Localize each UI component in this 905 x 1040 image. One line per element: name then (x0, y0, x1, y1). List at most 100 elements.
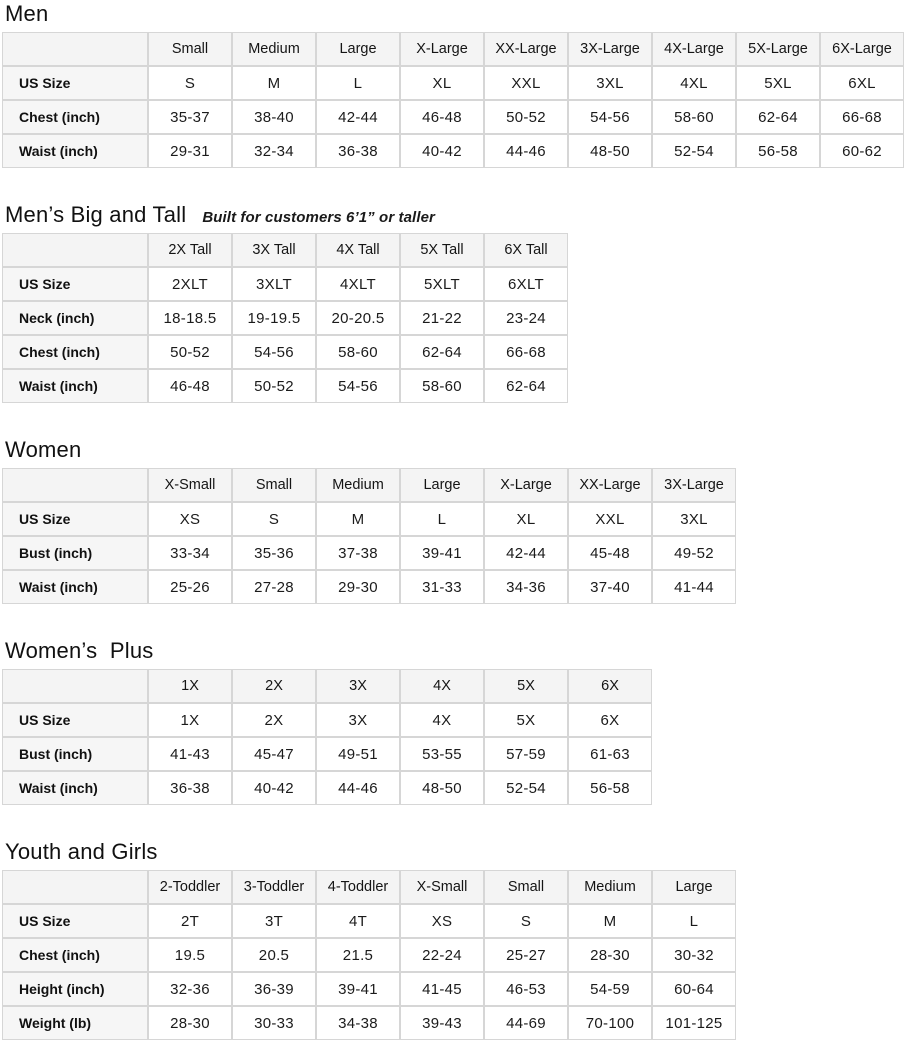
value-cell: 32-34 (232, 134, 316, 168)
value-cell: 53-55 (400, 737, 484, 771)
value-cell: 25-26 (148, 570, 232, 604)
value-cell: 2T (148, 904, 232, 938)
value-cell: 3XL (568, 66, 652, 100)
value-cell: XS (148, 502, 232, 536)
value-cell: 49-52 (652, 536, 736, 570)
section-title-women: Women (5, 437, 82, 462)
value-cell: 31-33 (400, 570, 484, 604)
value-cell: 37-38 (316, 536, 400, 570)
value-cell: 22-24 (400, 938, 484, 972)
value-cell: 21-22 (400, 301, 484, 335)
value-cell: 61-63 (568, 737, 652, 771)
column-header: Small (148, 32, 232, 66)
column-header: 4X Tall (316, 233, 400, 267)
size-table-mens-big-and-tall: 2X Tall 3X Tall 4X Tall 5X Tall 6X Tall US Si… (2, 233, 568, 403)
table-row: Chest (inch) 35-37 38-40 42-44 46-48 50-52 54-… (2, 100, 904, 134)
column-header: 3X (316, 669, 400, 703)
value-cell: 70-100 (568, 1006, 652, 1040)
value-cell: 41-45 (400, 972, 484, 1006)
table-row: Waist (inch) 46-48 50-52 54-56 58-60 62-64 (2, 369, 568, 403)
value-cell: 42-44 (316, 100, 400, 134)
row-label: Bust (inch) (2, 536, 148, 570)
column-header: XX-Large (484, 32, 568, 66)
value-cell: 56-58 (568, 771, 652, 805)
value-cell: S (484, 904, 568, 938)
value-cell: 5XL (736, 66, 820, 100)
row-label: Waist (inch) (2, 369, 148, 403)
row-label: US Size (2, 703, 148, 737)
value-cell: 66-68 (484, 335, 568, 369)
value-cell: 3T (232, 904, 316, 938)
corner-cell (2, 870, 148, 904)
value-cell: 46-48 (148, 369, 232, 403)
corner-cell (2, 233, 148, 267)
section-title-mens-big-and-tall: Men’s Big and Tall (5, 202, 187, 227)
value-cell: 20.5 (232, 938, 316, 972)
section-title-row: Women (5, 438, 905, 462)
value-cell: XL (400, 66, 484, 100)
column-header: Large (316, 32, 400, 66)
value-cell: 6XLT (484, 267, 568, 301)
value-cell: L (652, 904, 736, 938)
column-header: 4-Toddler (316, 870, 400, 904)
value-cell: 39-41 (400, 536, 484, 570)
value-cell: 50-52 (232, 369, 316, 403)
value-cell: 45-48 (568, 536, 652, 570)
value-cell: XS (400, 904, 484, 938)
section-title-row: Men’s Big and Tall Built for customers 6’… (5, 203, 905, 227)
value-cell: S (232, 502, 316, 536)
value-cell: 6X (568, 703, 652, 737)
value-cell: 52-54 (652, 134, 736, 168)
table-row: US Size 2T 3T 4T XS S M L (2, 904, 736, 938)
value-cell: 21.5 (316, 938, 400, 972)
value-cell: 39-43 (400, 1006, 484, 1040)
value-cell: 58-60 (400, 369, 484, 403)
value-cell: 44-46 (484, 134, 568, 168)
table-row: US Size XS S M L XL XXL 3XL (2, 502, 736, 536)
value-cell: 45-47 (232, 737, 316, 771)
table-header-row: 1X 2X 3X 4X 5X 6X (2, 669, 652, 703)
value-cell: S (148, 66, 232, 100)
column-header: 2X (232, 669, 316, 703)
column-header: Medium (568, 870, 652, 904)
value-cell: 37-40 (568, 570, 652, 604)
row-label: Waist (inch) (2, 134, 148, 168)
value-cell: 48-50 (400, 771, 484, 805)
value-cell: 3XLT (232, 267, 316, 301)
value-cell: 54-56 (568, 100, 652, 134)
column-header: Large (400, 468, 484, 502)
value-cell: 62-64 (484, 369, 568, 403)
table-row: Waist (inch) 29-31 32-34 36-38 40-42 44-46 48-… (2, 134, 904, 168)
value-cell: 4XL (652, 66, 736, 100)
value-cell: 3XL (652, 502, 736, 536)
value-cell: 29-31 (148, 134, 232, 168)
value-cell: 28-30 (148, 1006, 232, 1040)
section-title-row: Women’s Plus (5, 639, 905, 663)
value-cell: 62-64 (400, 335, 484, 369)
value-cell: 35-37 (148, 100, 232, 134)
column-header: 4X-Large (652, 32, 736, 66)
value-cell: 4X (400, 703, 484, 737)
row-label: Waist (inch) (2, 771, 148, 805)
row-label: Weight (lb) (2, 1006, 148, 1040)
value-cell: 54-56 (232, 335, 316, 369)
value-cell: 41-44 (652, 570, 736, 604)
column-header: Medium (316, 468, 400, 502)
value-cell: 60-64 (652, 972, 736, 1006)
value-cell: 58-60 (652, 100, 736, 134)
value-cell: L (316, 66, 400, 100)
value-cell: M (316, 502, 400, 536)
size-table-youth-and-girls: 2-Toddler 3-Toddler 4-Toddler X-Small Small M… (2, 870, 736, 1040)
value-cell: 5X (484, 703, 568, 737)
column-header: 3-Toddler (232, 870, 316, 904)
value-cell: 6XL (820, 66, 904, 100)
value-cell: XXL (484, 66, 568, 100)
value-cell: 34-38 (316, 1006, 400, 1040)
value-cell: 66-68 (820, 100, 904, 134)
value-cell: 42-44 (484, 536, 568, 570)
column-header: 6X-Large (820, 32, 904, 66)
value-cell: 44-46 (316, 771, 400, 805)
row-label: US Size (2, 904, 148, 938)
value-cell: 29-30 (316, 570, 400, 604)
section-women: Women X-Small Small Medium Large X-Large XX-La… (2, 438, 905, 604)
